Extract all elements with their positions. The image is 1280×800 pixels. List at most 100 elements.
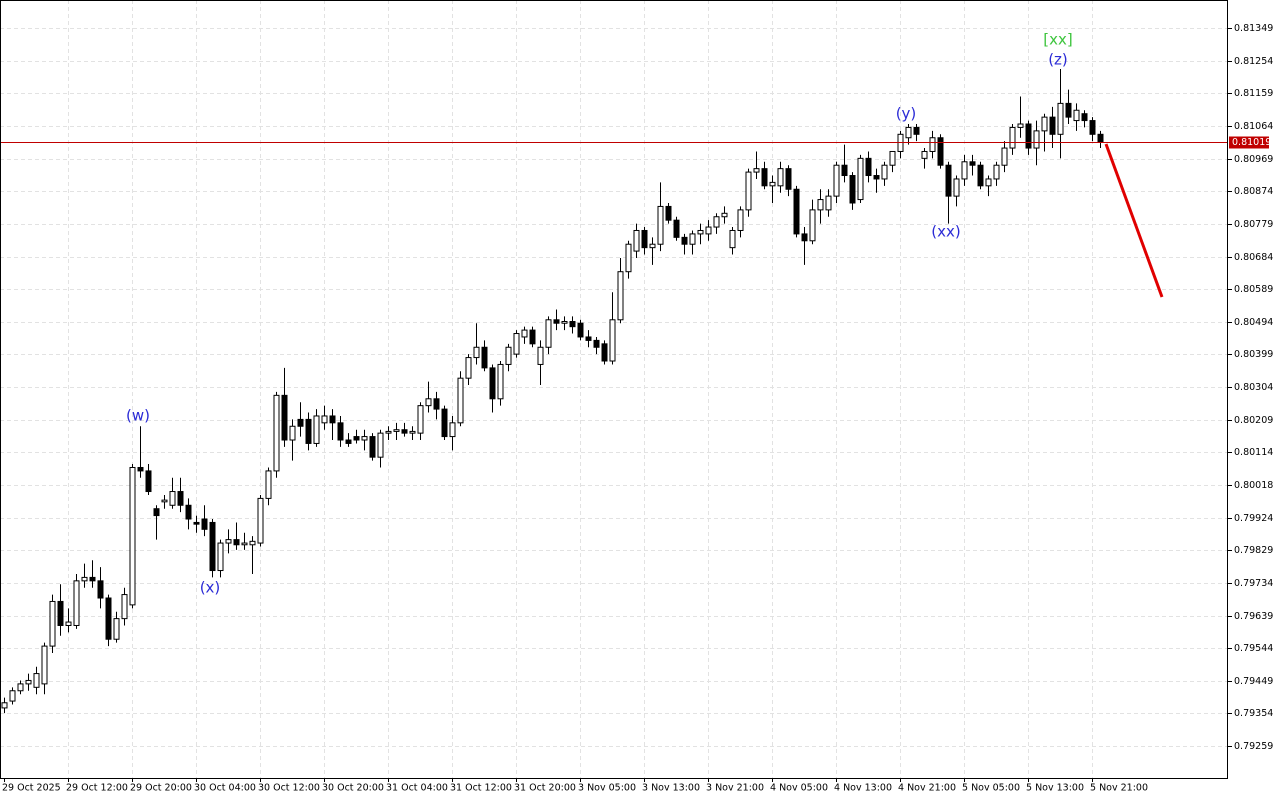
candles <box>1 69 1104 714</box>
candle-body <box>73 580 80 626</box>
y-tick-label: 0.79734 <box>1234 578 1273 589</box>
candle-body <box>697 229 704 235</box>
candle-body <box>881 164 888 180</box>
candle-body <box>665 205 672 221</box>
candle-body <box>1 702 8 709</box>
candle-body <box>345 439 352 444</box>
x-tick-label: 5 Nov 05:00 <box>962 783 1020 794</box>
candle-body <box>713 216 720 228</box>
candle-body <box>1009 126 1016 149</box>
x-tick-label: 29 Oct 12:00 <box>66 783 128 794</box>
candle-body <box>169 491 176 506</box>
y-tick-label: 0.80304 <box>1234 382 1273 393</box>
candle-body <box>33 673 40 688</box>
current-price-label: 0.81019 <box>1232 137 1271 148</box>
candle-body <box>793 188 800 235</box>
y-tick-label: 0.79829 <box>1234 545 1273 556</box>
candle-body <box>441 408 448 438</box>
candle-body <box>489 367 496 400</box>
candle-body <box>961 161 968 180</box>
candle-body <box>113 618 120 640</box>
candle-body <box>385 430 392 434</box>
candle-body <box>153 508 160 517</box>
candle-body <box>561 321 568 324</box>
candle-body <box>1073 109 1080 122</box>
candle-body <box>145 470 152 493</box>
candle-body <box>497 363 504 400</box>
candle-body <box>721 212 728 218</box>
candle-body <box>1001 147 1008 166</box>
candle-body <box>409 430 416 434</box>
candle-body <box>217 542 224 572</box>
candle-body <box>273 394 280 472</box>
candle-body <box>745 171 752 211</box>
x-tick-label: 3 Nov 05:00 <box>578 783 636 794</box>
current-price-tag <box>1229 136 1269 149</box>
candle-body <box>249 540 256 546</box>
candle-body <box>289 425 296 441</box>
y-tick-label: 0.79259 <box>1234 741 1273 752</box>
candle-body <box>505 346 512 365</box>
candle-body <box>41 645 48 685</box>
candle-body <box>825 195 832 211</box>
candle-body <box>585 336 592 341</box>
y-tick-label: 0.80779 <box>1234 219 1273 230</box>
y-tick-label: 0.81064 <box>1234 121 1273 132</box>
candle-body <box>337 422 344 441</box>
y-tick-label: 0.80018 <box>1234 480 1273 491</box>
candle-body <box>993 164 1000 180</box>
candle-body <box>1081 113 1088 122</box>
candle-body <box>1065 102 1072 118</box>
candle-body <box>233 539 240 546</box>
candle-body <box>17 683 24 692</box>
candle-body <box>841 164 848 177</box>
y-tick-label: 0.80969 <box>1234 154 1273 165</box>
candle-body <box>353 436 360 441</box>
candle-body <box>641 229 648 249</box>
y-tick-label: 0.80684 <box>1234 252 1273 263</box>
candle-body <box>873 175 880 180</box>
candle-body <box>625 243 632 273</box>
candle-body <box>393 429 400 432</box>
candle-body <box>313 415 320 444</box>
candle-body <box>137 466 144 472</box>
candle-body <box>553 319 560 324</box>
candle-body <box>593 339 600 348</box>
wave-label: (w) <box>126 407 150 425</box>
wave-label: (x) <box>200 579 221 597</box>
y-tick-label: 0.80494 <box>1234 317 1273 328</box>
candle-body <box>1041 116 1048 132</box>
y-tick-label: 0.79354 <box>1234 708 1273 719</box>
candle-body <box>105 597 112 640</box>
candle-body <box>129 466 136 606</box>
candle-body <box>657 205 664 245</box>
candle-body <box>977 164 984 187</box>
candle-body <box>953 178 960 197</box>
candle-body <box>265 470 272 499</box>
candle-body <box>177 491 184 506</box>
candle-body <box>969 161 976 166</box>
candle-body <box>185 504 192 520</box>
candle-body <box>465 357 472 379</box>
candle-body <box>537 346 544 365</box>
x-tick-label: 29 Oct 20:00 <box>130 783 192 794</box>
candle-body <box>617 271 624 321</box>
candle-body <box>25 679 32 685</box>
candle-body <box>577 322 584 338</box>
wave-label: (z) <box>1048 51 1068 69</box>
candle-body <box>569 321 576 328</box>
candle-body <box>705 226 712 235</box>
candle-body <box>97 580 104 599</box>
y-tick-label: 0.80589 <box>1234 284 1273 295</box>
candle-body <box>377 432 384 458</box>
y-tick-label: 0.80399 <box>1234 349 1273 360</box>
x-tick-label: 31 Oct 12:00 <box>450 783 512 794</box>
candle-body <box>777 168 784 187</box>
x-tick-label: 30 Oct 12:00 <box>258 783 320 794</box>
candle-body <box>769 181 776 187</box>
candle-body <box>857 157 864 201</box>
candle-body <box>425 398 432 407</box>
candle-body <box>785 168 792 190</box>
axes: 0.81349 0.81254 0.81159 0.81064 0.80969 0.808… <box>2 23 1273 794</box>
